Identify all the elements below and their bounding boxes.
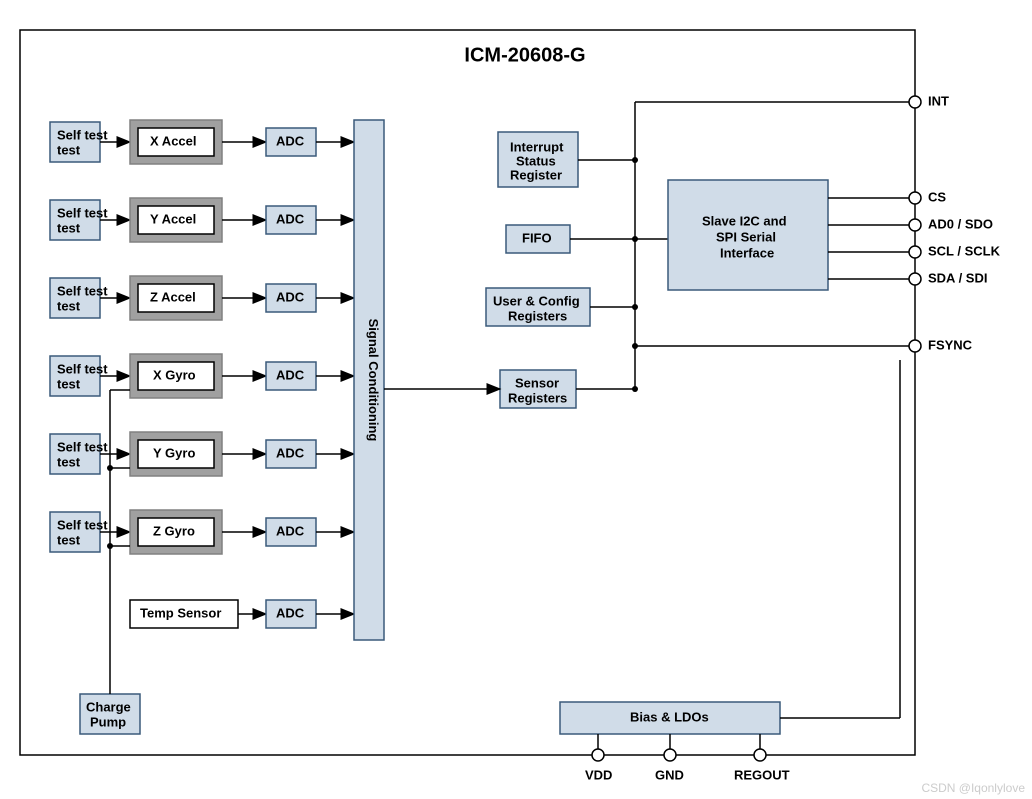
fifo-block: FIFO — [506, 225, 570, 253]
svg-text:Self test: Self test — [57, 361, 108, 376]
adc-1: ADC — [266, 128, 316, 156]
svg-text:test: test — [57, 220, 81, 235]
svg-text:ADC: ADC — [276, 523, 305, 538]
svg-text:Bias & LDOs: Bias & LDOs — [630, 709, 709, 724]
user-config-block: User & Config Registers — [486, 288, 590, 326]
svg-text:ADC: ADC — [276, 367, 305, 382]
adc-5: ADC — [266, 440, 316, 468]
svg-text:test: test — [57, 298, 81, 313]
svg-text:Self test: Self test — [57, 205, 108, 220]
svg-text:Registers: Registers — [508, 390, 567, 405]
svg-text:Self test: Self test — [57, 127, 108, 142]
svg-text:ADC: ADC — [276, 211, 305, 226]
pin-vdd — [592, 749, 604, 761]
pin-label-int: INT — [928, 93, 949, 108]
adc-2: ADC — [266, 206, 316, 234]
sensor-x-gyro: X Gyro — [130, 354, 222, 398]
diagram-title: ICM-20608-G — [464, 44, 585, 66]
sensor-temp: Temp Sensor — [130, 600, 238, 628]
signal-conditioning-block: Signal Conditioning — [354, 120, 384, 640]
pin-int — [909, 96, 921, 108]
selftest-xaccel: Self test test — [50, 122, 108, 162]
svg-text:test: test — [57, 142, 81, 157]
svg-text:Interrupt: Interrupt — [510, 139, 564, 154]
pin-label-vdd: VDD — [585, 767, 612, 782]
pin-label-ad0: AD0 / SDO — [928, 216, 993, 231]
svg-text:ADC: ADC — [276, 133, 305, 148]
pin-label-sda: SDA / SDI — [928, 270, 987, 285]
svg-text:Z Accel: Z Accel — [150, 289, 196, 304]
selftest-xgyro: Self test test — [50, 356, 108, 396]
selftest-yaccel: Self test test — [50, 200, 108, 240]
svg-text:test: test — [57, 454, 81, 469]
sensor-registers-block: Sensor Registers — [500, 370, 576, 408]
svg-text:Self test: Self test — [57, 439, 108, 454]
svg-text:Charge: Charge — [86, 699, 131, 714]
adc-7: ADC — [266, 600, 316, 628]
svg-text:ADC: ADC — [276, 289, 305, 304]
selftest-zaccel: Self test test — [50, 278, 108, 318]
svg-text:Z Gyro: Z Gyro — [153, 523, 195, 538]
selftest-ygyro: Self test test — [50, 434, 108, 474]
block-diagram: ICM-20608-G Self test test Self test tes… — [0, 0, 1032, 799]
svg-text:Register: Register — [510, 167, 562, 182]
svg-text:SPI Serial: SPI Serial — [716, 229, 776, 244]
svg-text:Signal Conditioning: Signal Conditioning — [366, 319, 381, 442]
sensor-z-accel: Z Accel — [130, 276, 222, 320]
pin-cs — [909, 192, 921, 204]
svg-text:Sensor: Sensor — [515, 375, 559, 390]
pin-sda — [909, 273, 921, 285]
svg-text:Pump: Pump — [90, 714, 126, 729]
pin-label-gnd: GND — [655, 767, 684, 782]
pin-label-scl: SCL / SCLK — [928, 243, 1001, 258]
svg-text:Slave I2C and: Slave I2C and — [702, 213, 787, 228]
svg-text:ADC: ADC — [276, 445, 305, 460]
bias-ldos-block: Bias & LDOs — [560, 702, 780, 734]
svg-text:X Accel: X Accel — [150, 133, 197, 148]
svg-text:Temp Sensor: Temp Sensor — [140, 605, 221, 620]
pin-gnd — [664, 749, 676, 761]
watermark: CSDN @Iqonlylove — [921, 781, 1025, 795]
svg-text:test: test — [57, 376, 81, 391]
pin-label-cs: CS — [928, 189, 946, 204]
pin-label-fsync: FSYNC — [928, 337, 973, 352]
svg-text:Registers: Registers — [508, 308, 567, 323]
svg-text:X Gyro: X Gyro — [153, 367, 196, 382]
adc-3: ADC — [266, 284, 316, 312]
svg-text:Y Accel: Y Accel — [150, 211, 196, 226]
pin-label-regout: REGOUT — [734, 767, 790, 782]
interrupt-status-block: Interrupt Status Register — [498, 132, 578, 187]
adc-6: ADC — [266, 518, 316, 546]
sensor-y-gyro: Y Gyro — [130, 432, 222, 476]
svg-text:FIFO: FIFO — [522, 230, 552, 245]
svg-text:Status: Status — [516, 153, 556, 168]
sensor-z-gyro: Z Gyro — [130, 510, 222, 554]
svg-text:User & Config: User & Config — [493, 293, 580, 308]
sensor-x-accel: X Accel — [130, 120, 222, 164]
charge-pump-block: Charge Pump — [80, 694, 140, 734]
pin-ad0 — [909, 219, 921, 231]
svg-text:Self test: Self test — [57, 517, 108, 532]
svg-text:Interface: Interface — [720, 245, 774, 260]
adc-4: ADC — [266, 362, 316, 390]
svg-text:Self test: Self test — [57, 283, 108, 298]
svg-text:Y Gyro: Y Gyro — [153, 445, 195, 460]
pin-fsync — [909, 340, 921, 352]
sensor-y-accel: Y Accel — [130, 198, 222, 242]
pin-scl — [909, 246, 921, 258]
svg-text:ADC: ADC — [276, 605, 305, 620]
interface-block: Slave I2C and SPI Serial Interface — [668, 180, 828, 290]
pin-regout — [754, 749, 766, 761]
selftest-zgyro: Self test test — [50, 512, 108, 552]
svg-text:test: test — [57, 532, 81, 547]
